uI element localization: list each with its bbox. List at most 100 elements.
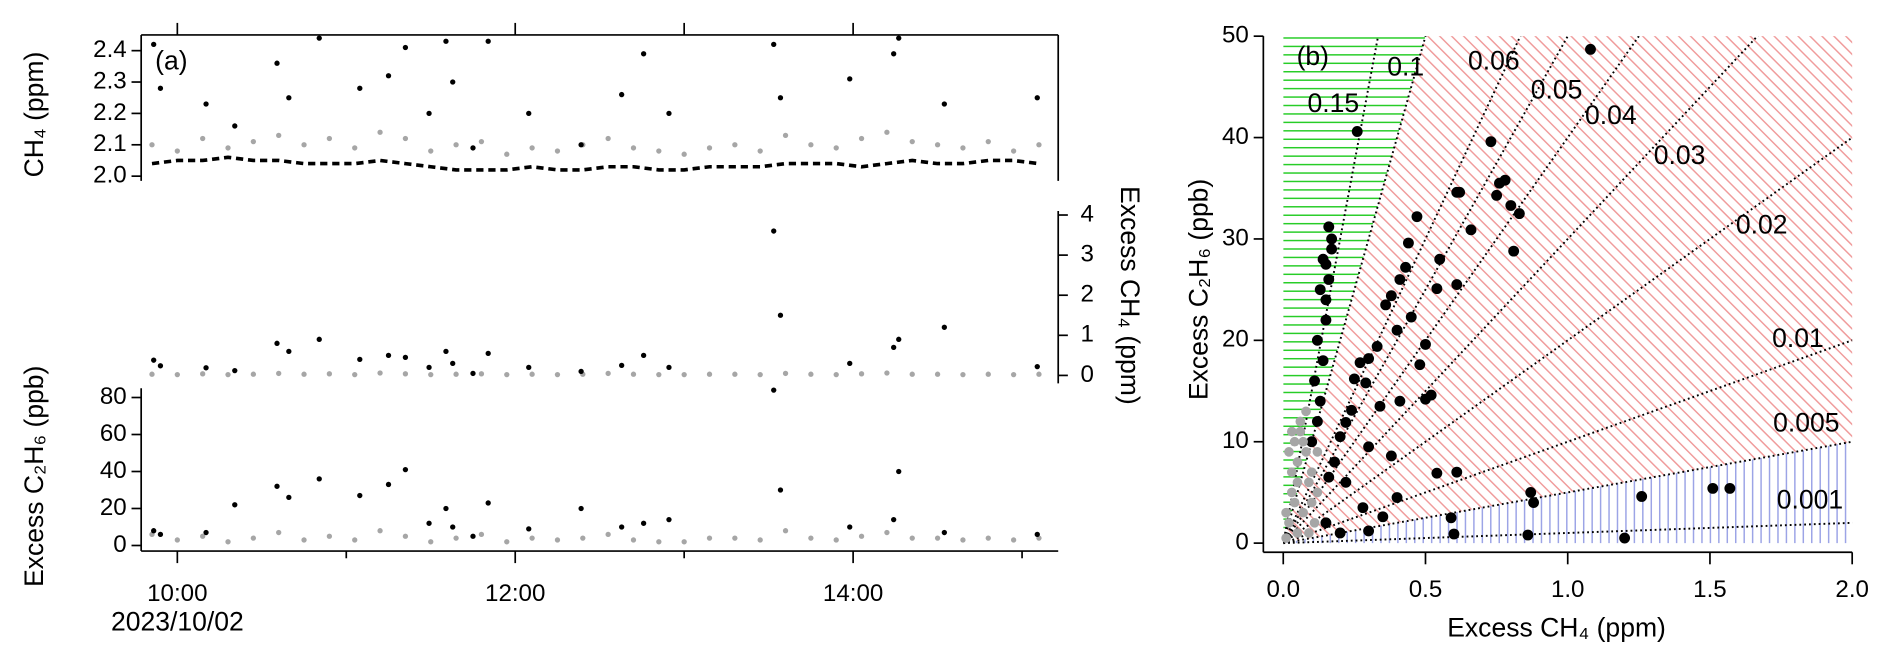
data-point: [443, 505, 449, 512]
data-point: [316, 35, 322, 41]
baseline-line: [151, 155, 1040, 172]
data-point: [884, 129, 890, 135]
data-point: [286, 494, 292, 501]
data-point: [941, 101, 948, 107]
y-tick-label: 4: [1080, 200, 1093, 227]
data-point: [276, 132, 282, 139]
data-point: [149, 371, 155, 377]
data-point: [891, 344, 897, 351]
data-point: [706, 145, 713, 151]
data-point: [352, 371, 358, 378]
data-point: [1391, 492, 1403, 503]
data-point: [529, 371, 535, 377]
data-point: [485, 350, 491, 357]
data-point: [1465, 224, 1477, 236]
data-point: [1301, 447, 1311, 457]
data-point: [174, 148, 180, 154]
data-point: [529, 145, 535, 151]
data-point: [470, 145, 476, 151]
data-point: [1306, 467, 1317, 477]
data-point: [630, 145, 637, 151]
data-point: [526, 110, 532, 117]
data-point: [274, 483, 280, 489]
data-point: [1320, 294, 1332, 306]
data-point: [757, 537, 763, 543]
data-point: [357, 356, 363, 363]
data-point: [470, 370, 476, 377]
data-point: [1326, 233, 1338, 245]
data-point: [706, 371, 713, 377]
data-point: [377, 528, 383, 534]
data-point: [1411, 211, 1423, 223]
data-point: [757, 148, 763, 154]
data-point: [504, 539, 510, 545]
x-tick-label: 2.0: [1835, 576, 1869, 603]
data-point: [1391, 324, 1403, 336]
data-point: [232, 502, 238, 508]
data-point: [402, 371, 409, 377]
data-point: [529, 535, 535, 541]
data-point: [934, 371, 941, 377]
data-point: [985, 535, 991, 541]
data-point: [1348, 373, 1360, 385]
y-tick-label: 2.0: [93, 162, 127, 189]
data-point: [1499, 174, 1511, 186]
y-tick-label: 50: [1222, 22, 1249, 49]
data-point: [833, 537, 839, 543]
data-point: [1036, 371, 1042, 377]
y-tick-label: 20: [1222, 326, 1249, 353]
data-point: [1454, 186, 1466, 198]
data-point: [1306, 497, 1317, 508]
data-point: [200, 371, 206, 377]
data-point: [151, 41, 157, 48]
data-point: [274, 60, 280, 66]
x-tick-label: 0.5: [1409, 576, 1443, 603]
data-point: [1354, 357, 1366, 369]
data-point: [1329, 456, 1340, 468]
panel-label: (b): [1297, 41, 1329, 71]
y-tick-label: 0: [1080, 361, 1093, 388]
data-point: [450, 79, 456, 85]
data-point: [443, 38, 449, 44]
data-point: [1385, 290, 1397, 302]
data-point: [1334, 527, 1346, 539]
data-point: [640, 352, 647, 359]
ylabel: CH₄ (ppm): [19, 52, 49, 178]
data-point: [732, 371, 738, 377]
data-point: [1309, 518, 1320, 528]
data-point: [681, 539, 687, 545]
data-point: [1286, 426, 1297, 437]
data-point: [1448, 528, 1460, 540]
data-point: [1485, 136, 1497, 148]
data-point: [157, 363, 164, 369]
data-point: [402, 44, 409, 51]
data-point: [808, 535, 814, 541]
data-point: [1314, 395, 1326, 407]
ratio-label: 0.06: [1468, 46, 1520, 76]
data-point: [1301, 406, 1311, 417]
data-point: [706, 535, 713, 541]
data-point: [1451, 279, 1463, 291]
y-tick-label: 2.4: [93, 36, 127, 63]
data-point: [605, 370, 611, 377]
data-point: [1309, 375, 1320, 387]
data-point: [1340, 417, 1352, 428]
data-point: [1314, 284, 1326, 296]
y-tick-label: 30: [1222, 224, 1249, 251]
data-point: [1304, 477, 1314, 488]
data-point: [1394, 395, 1406, 407]
data-point: [1363, 441, 1375, 453]
data-point: [985, 138, 991, 145]
data-point: [1323, 221, 1335, 233]
y-tick-label: 2.1: [93, 130, 127, 157]
data-point: [274, 340, 280, 346]
data-point: [808, 142, 814, 148]
data-point: [1320, 314, 1332, 326]
data-point: [504, 371, 510, 378]
data-point: [554, 371, 561, 378]
data-point: [1284, 447, 1294, 457]
data-point: [1304, 528, 1314, 538]
data-point: [1323, 274, 1335, 285]
data-point: [554, 537, 561, 543]
data-point: [1010, 537, 1017, 543]
